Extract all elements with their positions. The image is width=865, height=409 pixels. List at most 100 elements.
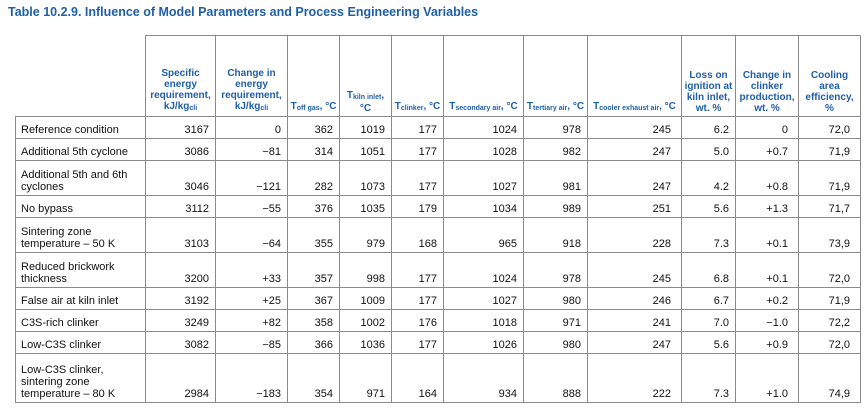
table-row: False air at kiln inlet 3192 +25 367 100… bbox=[15, 287, 861, 310]
cell: 1027 bbox=[443, 160, 524, 196]
cell: 934 bbox=[443, 353, 524, 403]
cell: 357 bbox=[287, 252, 340, 288]
cell: 1026 bbox=[443, 331, 524, 354]
cell: −85 bbox=[215, 331, 288, 354]
table-title: Table 10.2.9. Influence of Model Paramet… bbox=[8, 5, 479, 19]
cell: +33 bbox=[215, 252, 288, 288]
table-header: Specific energy requirement, kJ/kgcli Ch… bbox=[15, 35, 861, 117]
cell: 5.6 bbox=[681, 331, 736, 354]
cell: 354 bbox=[287, 353, 340, 403]
cell: 989 bbox=[523, 195, 588, 218]
cell: 366 bbox=[287, 331, 340, 354]
row-label: Additional 5th cyclone bbox=[15, 138, 146, 161]
cell: +0.9 bbox=[735, 331, 799, 354]
cell: 1009 bbox=[339, 287, 392, 310]
cell: 245 bbox=[587, 116, 682, 139]
cell: 978 bbox=[523, 116, 588, 139]
cell: 247 bbox=[587, 331, 682, 354]
cell: 971 bbox=[523, 309, 588, 332]
row-label: Additional 5th and 6th cyclones bbox=[15, 160, 146, 196]
row-label: False air at kiln inlet bbox=[15, 287, 146, 310]
cell: +0.1 bbox=[735, 252, 799, 288]
table-row: Low-C3S clinker 3082 −85 366 1036 177 10… bbox=[15, 331, 861, 354]
cell: 71,9 bbox=[798, 287, 861, 310]
cell: 246 bbox=[587, 287, 682, 310]
cell: 251 bbox=[587, 195, 682, 218]
cell: 7.0 bbox=[681, 309, 736, 332]
cell: 2984 bbox=[145, 353, 216, 403]
cell: +0.1 bbox=[735, 217, 799, 253]
row-label: Low-C3S clinker bbox=[15, 331, 146, 354]
cell: +0.8 bbox=[735, 160, 799, 196]
table-row: Reference condition 3167 0 362 1019 177 … bbox=[15, 116, 861, 139]
cell: 72,0 bbox=[798, 331, 861, 354]
cell: +0.7 bbox=[735, 138, 799, 161]
cell: −121 bbox=[215, 160, 288, 196]
cell: 177 bbox=[391, 160, 444, 196]
header-specific-energy: Specific energy requirement, kJ/kgcli bbox=[145, 35, 216, 117]
cell: 3082 bbox=[145, 331, 216, 354]
cell: 164 bbox=[391, 353, 444, 403]
cell: 247 bbox=[587, 138, 682, 161]
row-label: C3S-rich clinker bbox=[15, 309, 146, 332]
cell: 245 bbox=[587, 252, 682, 288]
cell: 1024 bbox=[443, 252, 524, 288]
cell: 355 bbox=[287, 217, 340, 253]
header-change-clinker-production: Change in clinker production, wt. % bbox=[735, 35, 799, 117]
cell: +1.3 bbox=[735, 195, 799, 218]
header-row: Specific energy requirement, kJ/kgcli Ch… bbox=[15, 35, 861, 117]
cell: 367 bbox=[287, 287, 340, 310]
cell: 1073 bbox=[339, 160, 392, 196]
cell: +1.0 bbox=[735, 353, 799, 403]
cell: −64 bbox=[215, 217, 288, 253]
header-blank-cell bbox=[15, 35, 146, 117]
cell: 980 bbox=[523, 331, 588, 354]
cell: 3103 bbox=[145, 217, 216, 253]
cell: +0.2 bbox=[735, 287, 799, 310]
cell: 241 bbox=[587, 309, 682, 332]
cell: 3200 bbox=[145, 252, 216, 288]
cell: 72,0 bbox=[798, 252, 861, 288]
cell: 71,9 bbox=[798, 160, 861, 196]
cell: 72,2 bbox=[798, 309, 861, 332]
cell: 72,0 bbox=[798, 116, 861, 139]
cell: 358 bbox=[287, 309, 340, 332]
cell: 1019 bbox=[339, 116, 392, 139]
cell: −55 bbox=[215, 195, 288, 218]
cell: 965 bbox=[443, 217, 524, 253]
cell: 888 bbox=[523, 353, 588, 403]
header-t-tertiary-air: Ttertiary air, °C bbox=[523, 35, 588, 117]
cell: 176 bbox=[391, 309, 444, 332]
header-t-cooler-exhaust-air: Tcooler exhaust air, °C bbox=[587, 35, 682, 117]
table-row: Reduced brickwork thickness 3200 +33 357… bbox=[15, 252, 861, 288]
cell: 71,9 bbox=[798, 138, 861, 161]
table-row: No bypass 3112 −55 376 1035 179 1034 989… bbox=[15, 195, 861, 218]
cell: 362 bbox=[287, 116, 340, 139]
cell: 1002 bbox=[339, 309, 392, 332]
cell: 3046 bbox=[145, 160, 216, 196]
header-t-kiln-inlet: Tkiln inlet, °C bbox=[339, 35, 392, 117]
cell: 1027 bbox=[443, 287, 524, 310]
cell: 1018 bbox=[443, 309, 524, 332]
cell: 179 bbox=[391, 195, 444, 218]
row-label: No bypass bbox=[15, 195, 146, 218]
row-label: Sintering zone temperature – 50 K bbox=[15, 217, 146, 253]
table-row: Sintering zone temperature – 50 K 3103 −… bbox=[15, 217, 861, 253]
cell: 222 bbox=[587, 353, 682, 403]
cell: 1024 bbox=[443, 116, 524, 139]
cell: 177 bbox=[391, 287, 444, 310]
cell: −81 bbox=[215, 138, 288, 161]
cell: 3249 bbox=[145, 309, 216, 332]
cell: 3167 bbox=[145, 116, 216, 139]
cell: 971 bbox=[339, 353, 392, 403]
cell: 1051 bbox=[339, 138, 392, 161]
row-label: Low-C3S clinker, sintering zone temperat… bbox=[15, 353, 146, 403]
cell: 6.7 bbox=[681, 287, 736, 310]
table-row: Low-C3S clinker, sintering zone temperat… bbox=[15, 353, 861, 403]
cell: 1036 bbox=[339, 331, 392, 354]
cell: 6.8 bbox=[681, 252, 736, 288]
header-t-secondary-air: Tsecondary air, °C bbox=[443, 35, 524, 117]
cell: 4.2 bbox=[681, 160, 736, 196]
cell: 7.3 bbox=[681, 217, 736, 253]
